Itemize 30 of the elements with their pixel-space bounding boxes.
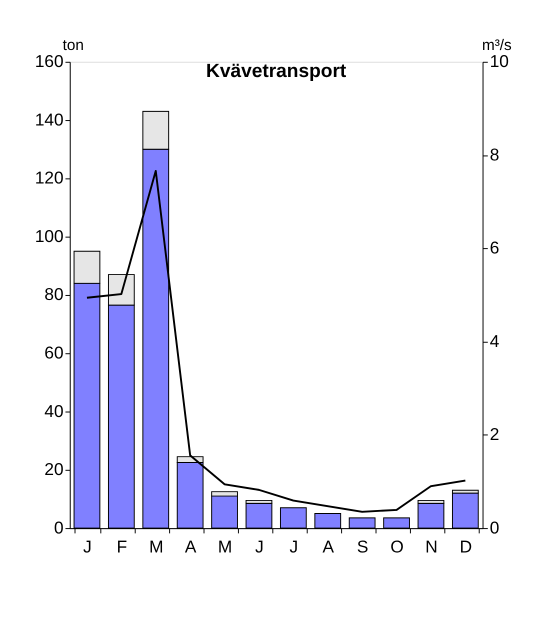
x-tick-label: A: [322, 536, 334, 556]
x-tick-label: N: [425, 536, 438, 556]
y-tick-label: 140: [34, 109, 64, 130]
y-tick-label: 60: [44, 342, 64, 362]
y-tick-label: 100: [34, 226, 64, 246]
x-tick-label: S: [356, 536, 368, 556]
chart-title: Kvävetransport: [206, 61, 347, 82]
x-tick-label: M: [218, 536, 232, 556]
x-tick-label: J: [83, 536, 92, 556]
x-tick-label: J: [290, 536, 298, 556]
y2-tick-label: 8: [490, 144, 500, 164]
x-tick-label: A: [184, 536, 197, 556]
y2-tick-label: 4: [490, 330, 500, 351]
y2-tick-label: 0: [490, 517, 500, 538]
y2-tick-label: 6: [490, 238, 500, 258]
y-tick-label: 160: [34, 51, 64, 72]
y-tick-label: 0: [54, 517, 64, 538]
y-tick-label: 40: [44, 400, 64, 421]
x-tick-label: O: [390, 536, 404, 556]
x-tick-label: F: [116, 536, 128, 556]
y2-tick-label: 10: [490, 51, 509, 72]
y-tick-label: 80: [44, 284, 64, 304]
y2-axis-title: m³/s: [482, 36, 512, 54]
x-tick-label: D: [460, 536, 472, 556]
y-axis-title: ton: [62, 36, 84, 54]
y2-tick-label: 2: [490, 424, 500, 444]
x-tick-label: M: [149, 536, 164, 556]
y-tick-label: 120: [34, 168, 64, 188]
y-tick-label: 20: [44, 459, 64, 480]
x-tick-label: J: [255, 536, 264, 556]
